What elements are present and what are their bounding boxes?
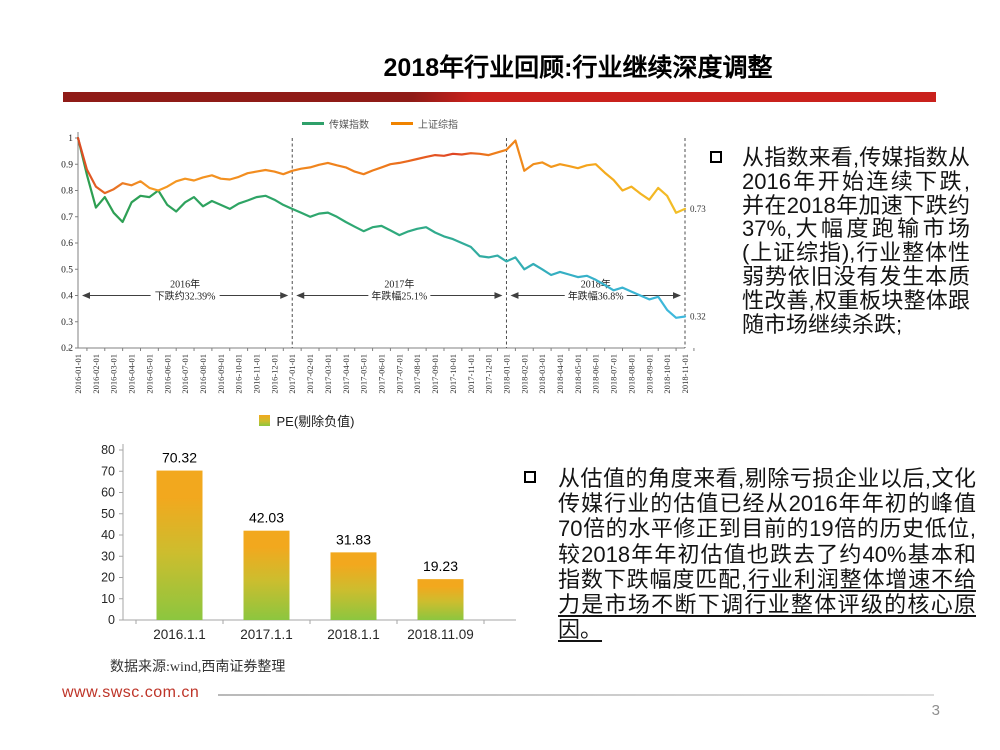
svg-text:2018-08-01: 2018-08-01 bbox=[626, 354, 636, 394]
svg-text:2018-01-01: 2018-01-01 bbox=[501, 354, 511, 394]
svg-text:30: 30 bbox=[101, 549, 115, 563]
svg-text:2018-04-01: 2018-04-01 bbox=[555, 354, 565, 394]
bullet-1-text: 从指数来看,传媒指数从2016年开始连续下跌,并在2018年加速下跌约37%,大… bbox=[742, 145, 970, 337]
page-number: 3 bbox=[931, 702, 940, 719]
svg-text:2016-10-01: 2016-10-01 bbox=[234, 354, 244, 394]
svg-text:2017-12-01: 2017-12-01 bbox=[484, 354, 494, 394]
svg-text:2016-09-01: 2016-09-01 bbox=[216, 354, 226, 394]
svg-text:0.6: 0.6 bbox=[61, 239, 73, 249]
legend-item-market: 上证综指 bbox=[391, 116, 458, 131]
svg-text:1: 1 bbox=[68, 134, 73, 144]
svg-text:80: 80 bbox=[101, 443, 115, 457]
bullet-2-underlined-text: 行业利润整体增速不给力是市场不断下调行业整体评级的核心原因。 bbox=[558, 566, 976, 643]
svg-text:年跌幅36.8%: 年跌幅36.8% bbox=[568, 290, 624, 303]
svg-text:2017-03-01: 2017-03-01 bbox=[323, 354, 333, 394]
bullet-valuation-commentary: 从估值的角度来看,剔除亏损企业以后,文化传媒行业的估值已经从2016年年初的峰值… bbox=[524, 466, 976, 642]
svg-text:2017-08-01: 2017-08-01 bbox=[412, 354, 422, 394]
market-line-label: 上证综指 bbox=[418, 120, 458, 131]
svg-text:2017-07-01: 2017-07-01 bbox=[394, 354, 404, 394]
svg-text:0.7: 0.7 bbox=[61, 213, 73, 223]
footer-url: www.swsc.com.cn bbox=[62, 684, 200, 701]
svg-text:2018-06-01: 2018-06-01 bbox=[591, 354, 601, 394]
pe-legend-label: PE(剔除负值) bbox=[276, 414, 355, 429]
svg-text:0.5: 0.5 bbox=[61, 265, 73, 275]
svg-text:2017-06-01: 2017-06-01 bbox=[377, 354, 387, 394]
svg-text:2016.1.1: 2016.1.1 bbox=[153, 627, 206, 642]
svg-text:2017.1.1: 2017.1.1 bbox=[240, 627, 293, 642]
svg-text:60: 60 bbox=[101, 486, 115, 500]
svg-text:2016-01-01: 2016-01-01 bbox=[73, 354, 83, 394]
svg-text:2016-08-01: 2016-08-01 bbox=[198, 354, 208, 394]
title-divider-bar bbox=[63, 92, 936, 102]
svg-text:2016-11-01: 2016-11-01 bbox=[252, 354, 262, 393]
svg-text:2017-11-01: 2017-11-01 bbox=[466, 354, 476, 393]
svg-text:0.32: 0.32 bbox=[690, 312, 706, 322]
svg-text:0.4: 0.4 bbox=[61, 292, 73, 302]
svg-text:0.2: 0.2 bbox=[61, 344, 73, 354]
svg-text:2016-03-01: 2016-03-01 bbox=[109, 354, 119, 394]
svg-text:20: 20 bbox=[101, 571, 115, 585]
pe-legend-swatch-icon bbox=[259, 415, 271, 426]
pe-bar-chart: 0 10 20 30 40 50 60 70 80 70.32 2016.1.1 42.03 2017.… bbox=[101, 443, 516, 642]
svg-text:2017-04-01: 2017-04-01 bbox=[341, 354, 351, 394]
bullet-index-commentary: 从指数来看,传媒指数从2016年开始连续下跌,并在2018年加速下跌约37%,大… bbox=[710, 146, 970, 336]
svg-text:0.8: 0.8 bbox=[61, 187, 73, 197]
svg-text:0.3: 0.3 bbox=[61, 318, 73, 328]
data-source-note: 数据来源:wind,西南证券整理 bbox=[110, 660, 286, 675]
svg-text:2017-09-01: 2017-09-01 bbox=[430, 354, 440, 394]
svg-text:0.73: 0.73 bbox=[690, 204, 706, 214]
svg-text:50: 50 bbox=[101, 507, 115, 521]
market-line-swatch-icon bbox=[391, 122, 413, 125]
svg-text:0: 0 bbox=[108, 613, 115, 627]
svg-text:2017-01-01: 2017-01-01 bbox=[287, 354, 297, 394]
svg-text:2016-05-01: 2016-05-01 bbox=[144, 354, 154, 394]
svg-text:70: 70 bbox=[101, 464, 115, 478]
media-line-swatch-icon bbox=[302, 122, 324, 125]
svg-text:2017年: 2017年 bbox=[384, 278, 414, 291]
svg-text:31.83: 31.83 bbox=[336, 531, 371, 547]
svg-text:2018.11.09: 2018.11.09 bbox=[407, 627, 474, 642]
svg-text:2016-06-01: 2016-06-01 bbox=[162, 354, 172, 394]
page-title: 2018年行业回顾:行业继续深度调整 bbox=[383, 54, 773, 82]
svg-text:下跌约32.39%: 下跌约32.39% bbox=[155, 290, 216, 303]
bullet-square-icon bbox=[524, 471, 536, 483]
svg-text:2016-04-01: 2016-04-01 bbox=[127, 354, 137, 394]
svg-text:2018年: 2018年 bbox=[581, 278, 611, 291]
svg-text:2017-10-01: 2017-10-01 bbox=[448, 354, 458, 394]
svg-text:2016-07-01: 2016-07-01 bbox=[180, 354, 190, 394]
media-line-label: 传媒指数 bbox=[329, 120, 369, 131]
svg-text:19.23: 19.23 bbox=[423, 558, 458, 574]
svg-text:2016-12-01: 2016-12-01 bbox=[269, 354, 279, 394]
svg-text:年跌幅25.1%: 年跌幅25.1% bbox=[371, 290, 427, 303]
legend-item-media: 传媒指数 bbox=[302, 116, 369, 131]
svg-text:2018-11-01: 2018-11-01 bbox=[680, 354, 690, 393]
bullet-square-icon bbox=[710, 151, 722, 163]
svg-text:2018-07-01: 2018-07-01 bbox=[609, 354, 619, 394]
svg-text:2018-10-01: 2018-10-01 bbox=[662, 354, 672, 394]
svg-text:70.32: 70.32 bbox=[162, 450, 197, 466]
svg-text:10: 10 bbox=[101, 592, 115, 606]
svg-text:2018-09-01: 2018-09-01 bbox=[644, 354, 654, 394]
svg-text:2017-02-01: 2017-02-01 bbox=[305, 354, 315, 394]
line-chart-legend: 传媒指数 上证综指 bbox=[60, 116, 700, 131]
svg-text:42.03: 42.03 bbox=[249, 510, 284, 526]
svg-text:2017-05-01: 2017-05-01 bbox=[359, 354, 369, 394]
svg-text:2018-03-01: 2018-03-01 bbox=[537, 354, 547, 394]
svg-text:40: 40 bbox=[101, 528, 115, 542]
svg-text:2016-02-01: 2016-02-01 bbox=[91, 354, 101, 394]
bullet-2-text: 从估值的角度来看,剔除亏损企业以后,文化传媒行业的估值已经从2016年年初的峰值… bbox=[558, 466, 976, 592]
bar-chart-legend: PE(剔除负值) bbox=[92, 411, 522, 430]
svg-text:0.9: 0.9 bbox=[61, 160, 73, 170]
svg-text:2018-02-01: 2018-02-01 bbox=[519, 354, 529, 394]
svg-text:2018.1.1: 2018.1.1 bbox=[327, 627, 380, 642]
svg-text:2018-05-01: 2018-05-01 bbox=[573, 354, 583, 394]
footer-divider-line bbox=[218, 694, 934, 696]
svg-text:2016年: 2016年 bbox=[170, 278, 200, 291]
